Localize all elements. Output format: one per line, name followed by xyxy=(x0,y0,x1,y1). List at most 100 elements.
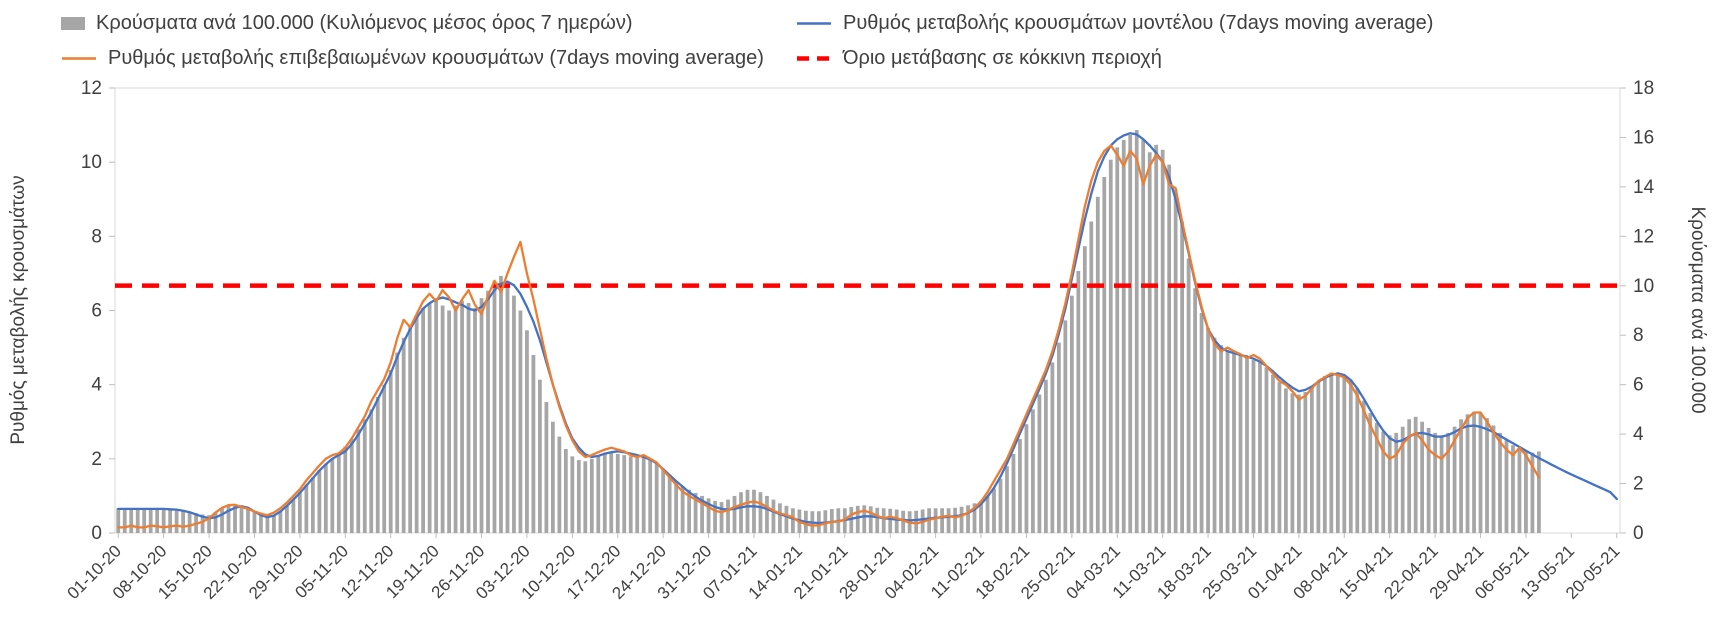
bar xyxy=(1173,189,1178,533)
bar xyxy=(752,489,756,533)
bar xyxy=(226,505,231,533)
legend-label-model-rate: Ρυθμός μεταβολής κρουσμάτων μοντέλου (7d… xyxy=(843,12,1434,34)
bar xyxy=(1147,152,1152,533)
bar xyxy=(609,452,614,533)
bar xyxy=(1374,422,1379,533)
bar xyxy=(1284,388,1288,533)
bar xyxy=(622,455,627,533)
bar xyxy=(946,508,951,533)
bar xyxy=(862,505,867,533)
bar xyxy=(1511,445,1515,533)
bar xyxy=(1219,345,1223,533)
bar xyxy=(246,508,250,533)
bar xyxy=(661,468,666,533)
bar xyxy=(570,456,575,533)
bar xyxy=(1108,159,1113,533)
bar xyxy=(713,500,717,533)
bar xyxy=(1329,373,1334,533)
bar xyxy=(557,436,562,533)
bar xyxy=(1290,393,1295,533)
bar xyxy=(116,508,121,533)
bar xyxy=(1005,466,1009,533)
bar xyxy=(674,481,679,533)
bar xyxy=(1465,414,1470,533)
bar xyxy=(259,515,263,533)
bar xyxy=(1407,419,1412,533)
bar xyxy=(726,499,730,533)
bar xyxy=(953,507,957,533)
bar xyxy=(408,325,413,533)
left-axis-tick-label: 10 xyxy=(81,152,102,173)
bar xyxy=(628,456,633,533)
bar xyxy=(563,448,568,533)
bar xyxy=(434,300,438,533)
bar xyxy=(447,310,451,533)
bar xyxy=(544,401,549,533)
bar xyxy=(1258,362,1262,533)
bar xyxy=(161,508,166,533)
confirmed-line xyxy=(117,144,1541,529)
bar xyxy=(1082,246,1087,533)
bar xyxy=(1297,394,1301,533)
left-axis-tick-label: 6 xyxy=(91,301,102,322)
right-axis-tick-label: 4 xyxy=(1633,424,1644,445)
bar xyxy=(1498,432,1502,533)
bar xyxy=(998,478,1003,533)
bar xyxy=(1076,270,1081,533)
bar xyxy=(323,463,328,533)
bars-series xyxy=(116,130,1541,534)
bar xyxy=(667,474,672,533)
bar xyxy=(765,495,769,533)
bar-series-swatch-icon xyxy=(60,16,86,31)
legend: Κρούσματα ανά 100.000 (Κυλιόμενος μέσος … xyxy=(0,0,1712,70)
bar xyxy=(1355,388,1360,533)
bar xyxy=(868,506,873,533)
plot-content: 02468101202468101214161801-10-2008-10-20… xyxy=(64,78,1655,603)
bar xyxy=(336,453,341,533)
bar xyxy=(1011,453,1016,533)
bar xyxy=(1381,431,1386,533)
bar xyxy=(687,489,691,533)
bar xyxy=(1277,382,1282,533)
bar xyxy=(278,510,283,533)
bar xyxy=(596,456,601,533)
bar xyxy=(589,458,594,533)
bar xyxy=(1537,451,1541,533)
bar xyxy=(1037,394,1042,533)
bar xyxy=(142,508,147,533)
bar xyxy=(200,514,205,533)
bar xyxy=(1180,221,1185,533)
bar xyxy=(285,505,289,533)
legend-item-model-rate: Ρυθμός μεταβολής κρουσμάτων μοντέλου (7d… xyxy=(795,9,1712,37)
bar xyxy=(382,384,387,533)
bar xyxy=(654,462,659,533)
bar xyxy=(855,505,860,533)
bar xyxy=(1102,177,1107,533)
legend-label-threshold: Όριο μετάβασης σε κόκκινη περιοχή xyxy=(843,47,1162,69)
bar xyxy=(207,515,211,533)
bar xyxy=(1212,337,1217,533)
bar xyxy=(1271,374,1275,533)
bar xyxy=(1245,357,1249,533)
bar xyxy=(972,503,977,533)
bar xyxy=(486,290,490,533)
bar xyxy=(1167,164,1172,533)
bar xyxy=(719,502,724,533)
plot-border xyxy=(114,87,1621,534)
bar xyxy=(959,506,964,533)
bar xyxy=(1095,196,1100,533)
right-axis-tick-label: 6 xyxy=(1633,375,1644,396)
bar xyxy=(1134,130,1139,533)
bar xyxy=(979,500,983,533)
bar xyxy=(298,492,302,533)
bar xyxy=(272,515,276,533)
bar xyxy=(505,283,510,533)
bar xyxy=(239,505,244,533)
bar xyxy=(1472,411,1476,533)
bar xyxy=(1530,452,1535,533)
bar xyxy=(233,504,237,533)
legend-item-confirmed-rate: Ρυθμός μεταβολής επιβεβαιωμένων κρουσμάτ… xyxy=(60,44,795,72)
bar xyxy=(1141,139,1146,533)
right-axis-tick-label: 18 xyxy=(1633,78,1654,99)
